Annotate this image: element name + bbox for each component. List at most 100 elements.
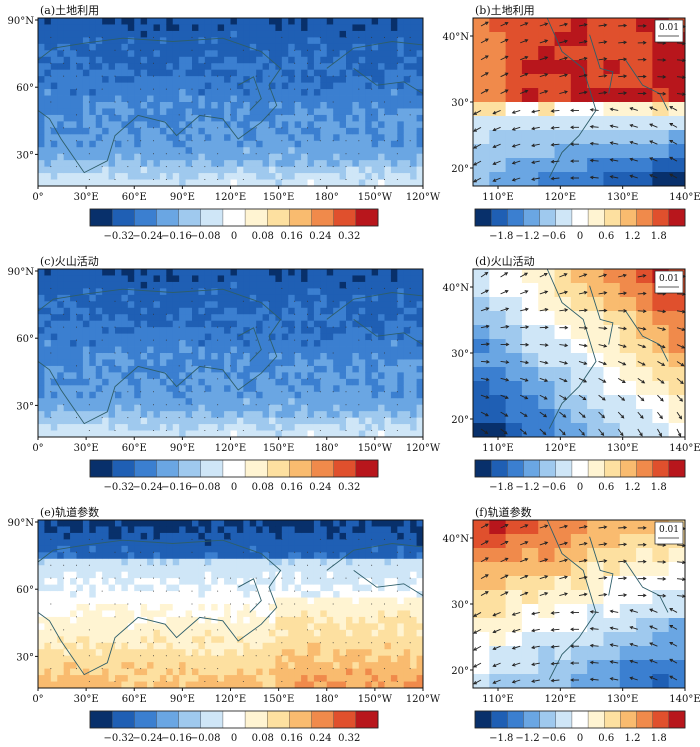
heatmap-cell: [473, 311, 490, 326]
heatmap-cell: [339, 160, 347, 168]
heatmap-cell: [352, 134, 360, 142]
heatmap-cell: [397, 134, 405, 142]
wind-arrowhead: [504, 395, 509, 400]
stipple-dot: [396, 179, 398, 181]
heatmap-cell: [121, 578, 129, 586]
wind-arrowhead: [485, 89, 489, 93]
heatmap-cell: [378, 294, 385, 302]
heatmap-cell: [102, 532, 109, 540]
heatmap-cell: [275, 89, 283, 96]
heatmap-cell: [275, 56, 283, 64]
heatmap-cell: [134, 365, 142, 373]
heatmap-cell: [50, 69, 58, 77]
stipple-dot: [307, 75, 308, 77]
heatmap-cell: [82, 121, 90, 129]
heatmap-cell: [307, 378, 315, 386]
heatmap-cell: [147, 294, 154, 302]
heatmap-cell: [134, 37, 142, 45]
heatmap-cell: [115, 571, 122, 579]
heatmap-cell: [95, 269, 103, 276]
heatmap-cell: [243, 89, 251, 96]
x-tick-label: 150°E: [263, 192, 294, 203]
heatmap-cell: [275, 30, 283, 38]
heatmap-cell: [365, 37, 373, 45]
heatmap-cell: [333, 301, 340, 309]
heatmap-cell: [70, 327, 77, 335]
heatmap-cell: [416, 353, 424, 360]
heatmap-cell: [301, 24, 308, 32]
significance-stippling: [50, 36, 411, 181]
heatmap-cell: [384, 37, 392, 45]
heatmap-cell: [179, 95, 186, 103]
heatmap-cell: [307, 281, 315, 289]
heatmap-cell: [333, 359, 340, 367]
stipple-dot: [371, 62, 373, 64]
heatmap-cell: [95, 69, 103, 77]
heatmap-cell: [320, 327, 328, 335]
heatmap-cell: [159, 404, 167, 412]
heatmap-cell: [192, 417, 199, 425]
heatmap-cell: [587, 158, 604, 173]
heatmap-cell: [192, 18, 199, 25]
heatmap-cell: [236, 314, 244, 322]
heatmap-cell: [333, 333, 340, 341]
heatmap-cell: [70, 623, 77, 631]
heatmap-cell: [352, 76, 360, 84]
heatmap-cell: [63, 359, 71, 367]
wind-arrowhead: [550, 109, 555, 113]
heatmap-cell: [371, 24, 379, 32]
heatmap-cell: [358, 378, 366, 386]
heatmap-cell: [403, 404, 411, 412]
heatmap-cell: [243, 102, 251, 109]
heatmap-cell: [326, 340, 334, 347]
heatmap-cell: [281, 37, 289, 45]
heatmap-cell: [570, 423, 588, 438]
heatmap-cell: [416, 346, 424, 354]
heatmap-cell: [57, 424, 65, 431]
heatmap-cell: [38, 604, 45, 611]
heatmap-cell: [333, 314, 340, 322]
colorbar-tick-label: 0.16: [280, 231, 302, 242]
heatmap-cell: [281, 301, 289, 309]
heatmap-cell: [172, 314, 180, 322]
wind-arrow: [480, 72, 489, 78]
heatmap-cell: [127, 37, 135, 45]
heatmap-cell: [57, 173, 65, 180]
stipple-dot: [178, 153, 180, 155]
heatmap-cell: [204, 179, 212, 187]
heatmap-cell: [230, 398, 238, 406]
wind-arrowhead: [658, 432, 662, 437]
heatmap-cell: [38, 281, 45, 289]
heatmap-cell: [198, 385, 206, 393]
wind-arrowhead: [600, 432, 605, 437]
wind-arrowhead: [679, 398, 684, 402]
heatmap-cell: [301, 404, 308, 412]
heatmap-cell: [256, 18, 263, 25]
heatmap-cell: [89, 597, 97, 605]
heatmap-cell: [140, 281, 148, 289]
heatmap-cell: [44, 95, 52, 103]
heatmap-cell: [95, 385, 103, 393]
heatmap-cell: [140, 269, 148, 276]
heatmap-cell: [294, 320, 302, 328]
heatmap-cell: [127, 642, 135, 650]
stipple-dot: [371, 179, 373, 181]
heatmap-cell: [384, 147, 392, 155]
heatmap-cell: [179, 275, 186, 283]
heatmap-cell: [185, 391, 193, 399]
heatmap-cell: [63, 616, 71, 624]
heatmap-cell: [179, 372, 186, 380]
heatmap-cell: [57, 398, 65, 406]
heatmap-cell: [352, 359, 360, 367]
wind-arrow: [500, 326, 509, 329]
stipple-dot: [268, 326, 270, 328]
heatmap-cell: [134, 275, 142, 283]
wind-arrow: [539, 273, 548, 278]
heatmap-cell: [384, 404, 392, 412]
heatmap-cell: [108, 545, 116, 553]
heatmap-cell: [397, 398, 405, 406]
heatmap-cell: [275, 121, 283, 129]
heatmap-cell: [570, 409, 588, 424]
heatmap-cell: [38, 108, 45, 116]
heatmap-cell: [326, 391, 334, 399]
